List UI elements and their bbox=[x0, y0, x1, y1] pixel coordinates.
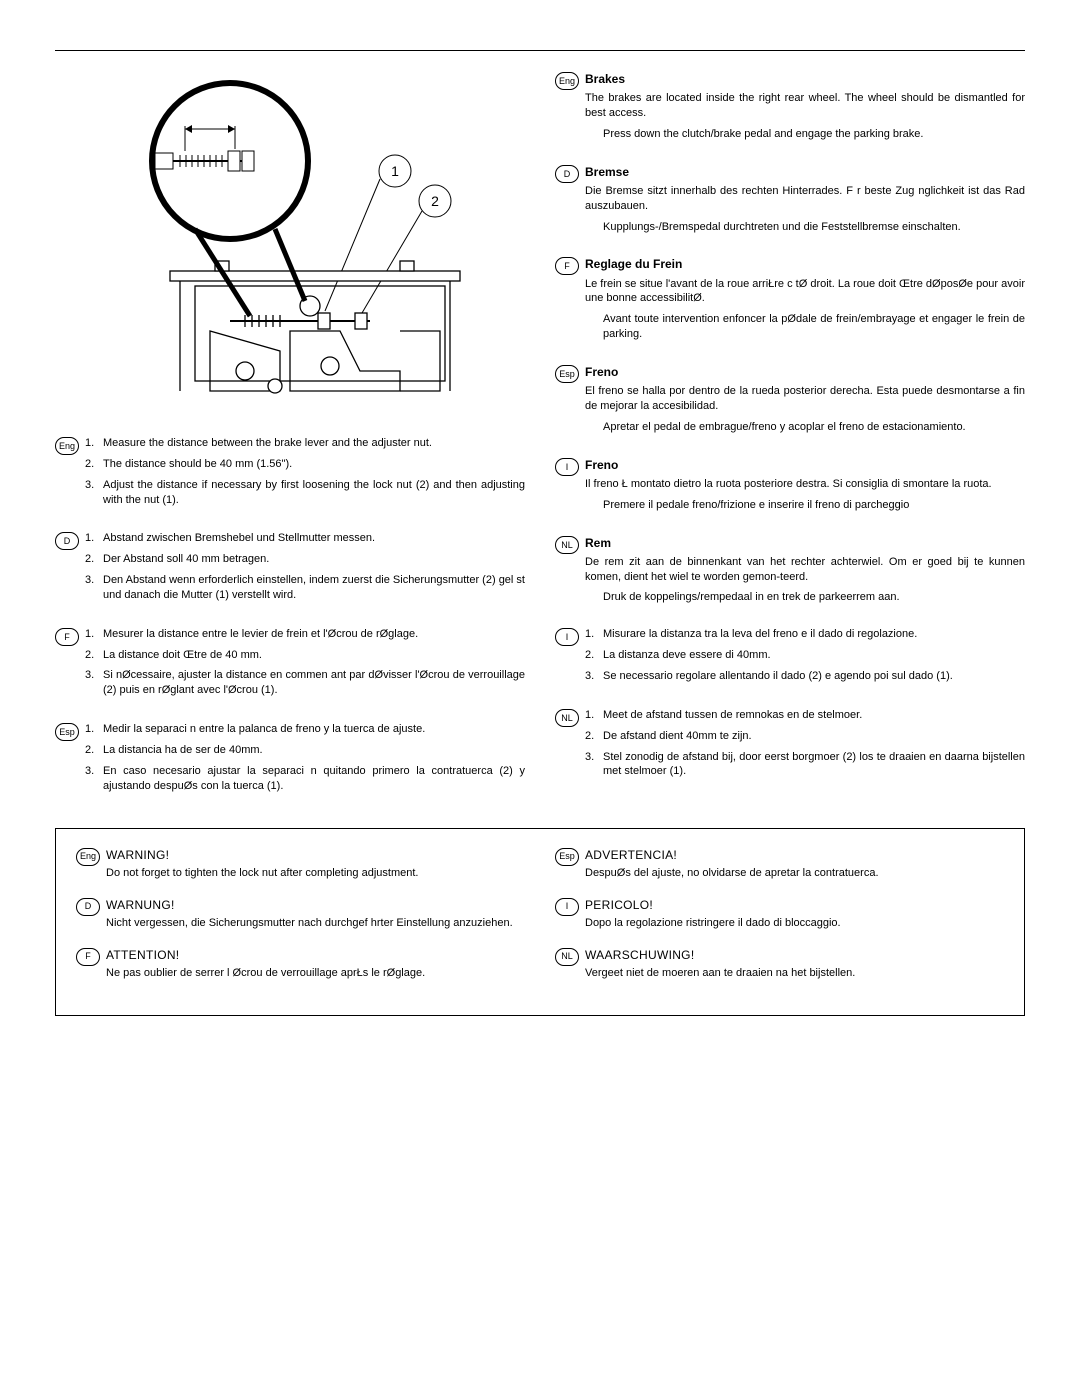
top-rule bbox=[55, 50, 1025, 51]
right-i-steps: I 1.Misurare la distanza tra la leva del… bbox=[555, 627, 1025, 690]
callout-1: 1 bbox=[391, 163, 399, 179]
right-nl-block: NL Rem De rem zit aan de binnenkant van … bbox=[555, 535, 1025, 610]
left-f-block: F 1.Mesurer la distance entre le levier … bbox=[55, 627, 525, 704]
right-nl-steps: NL 1.Meet de afstand tussen de remnokas … bbox=[555, 708, 1025, 785]
right-column: Eng Brakes The brakes are located inside… bbox=[555, 71, 1025, 818]
diagram-svg: 1 2 bbox=[100, 71, 480, 416]
warning-left: Eng WARNING! Do not forget to tighten th… bbox=[76, 847, 525, 997]
brake-diagram: 1 2 bbox=[55, 71, 525, 416]
right-d-block: D Bremse Die Bremse sitzt innerhalb des … bbox=[555, 164, 1025, 239]
title-brakes: Brakes bbox=[585, 71, 1025, 87]
lang-badge-esp: Esp bbox=[55, 723, 79, 741]
right-i-block: I Freno Il freno Ł montato dietro la ruo… bbox=[555, 457, 1025, 517]
lang-badge-d: D bbox=[55, 532, 79, 550]
lang-badge-f: F bbox=[55, 628, 79, 646]
warning-right: Esp ADVERTENCIA! DespuØs del ajuste, no … bbox=[555, 847, 1004, 997]
left-eng-list: 1.Measure the distance between the brake… bbox=[85, 436, 525, 513]
callout-2: 2 bbox=[431, 193, 439, 209]
left-d-block: D 1.Abstand zwischen Bremshebel und Stel… bbox=[55, 531, 525, 608]
left-eng-block: Eng 1.Measure the distance between the b… bbox=[55, 436, 525, 513]
left-esp-block: Esp 1.Medir la separaci n entre la palan… bbox=[55, 722, 525, 799]
right-eng-block: Eng Brakes The brakes are located inside… bbox=[555, 71, 1025, 146]
right-esp-block: Esp Freno El freno se halla por dentro d… bbox=[555, 364, 1025, 439]
main-columns: 1 2 bbox=[55, 71, 1025, 818]
right-f-block: F Reglage du Frein Le frein se situe l'a… bbox=[555, 256, 1025, 346]
lang-badge-eng: Eng bbox=[55, 437, 79, 455]
lang-badge-eng: Eng bbox=[555, 72, 579, 90]
warning-box: Eng WARNING! Do not forget to tighten th… bbox=[55, 828, 1025, 1016]
left-column: 1 2 bbox=[55, 71, 525, 818]
